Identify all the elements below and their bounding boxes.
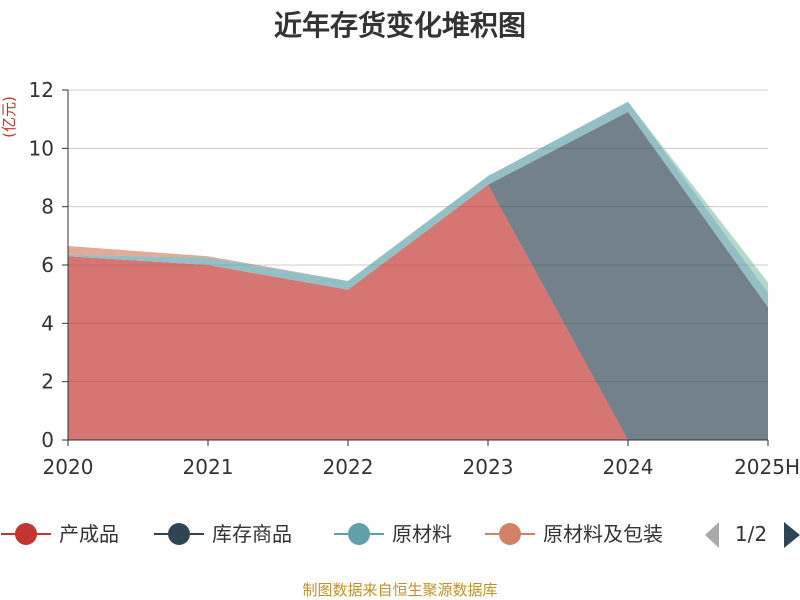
area-series	[68, 101, 768, 440]
legend-marker-0	[15, 523, 37, 545]
x-tick-label: 2023	[463, 455, 514, 479]
chart-title: 近年存货变化堆积图	[274, 9, 526, 42]
y-tick-label: 6	[41, 253, 54, 277]
y-tick-label: 8	[41, 195, 54, 219]
x-tick-label: 2025H	[734, 455, 800, 479]
legend-marker-1	[168, 523, 190, 545]
triangle-left-icon[interactable]	[705, 522, 719, 548]
series-area-1	[68, 111, 768, 440]
y-tick-label: 2	[41, 370, 54, 394]
legend-marker-2	[348, 523, 370, 545]
legend-marker-3	[499, 523, 521, 545]
data-source-note: 制图数据来自恒生聚源数据库	[302, 581, 497, 599]
y-tick-label: 12	[29, 78, 54, 102]
legend: 产成品 库存商品 原材料 原材料及包装	[1, 522, 663, 546]
x-tick-label: 2021	[183, 455, 234, 479]
series-area-0	[68, 184, 628, 440]
legend-page-indicator: 1/2	[735, 522, 767, 546]
triangle-right-icon[interactable]	[784, 522, 800, 548]
x-tick-label: 2024	[603, 455, 654, 479]
legend-label-1: 库存商品	[212, 522, 292, 546]
y-tick-label: 0	[41, 428, 54, 452]
legend-label-2: 原材料	[392, 522, 452, 546]
legend-label-0: 产成品	[59, 522, 119, 546]
x-tick-label: 2020	[43, 455, 94, 479]
x-tick-label: 2022	[323, 455, 374, 479]
legend-label-3: 原材料及包装	[543, 522, 663, 546]
y-tick-label: 4	[41, 311, 54, 335]
axes: 0 2 4 6 8 10 12 2020 2021 2022 2023 2024 2025H	[29, 78, 800, 479]
y-axis-unit-label: (亿元)	[0, 96, 18, 138]
y-tick-label: 10	[29, 136, 54, 160]
